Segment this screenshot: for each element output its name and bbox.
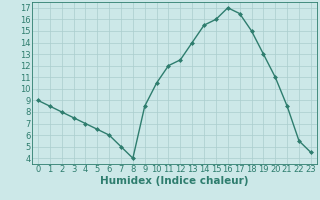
- X-axis label: Humidex (Indice chaleur): Humidex (Indice chaleur): [100, 176, 249, 186]
